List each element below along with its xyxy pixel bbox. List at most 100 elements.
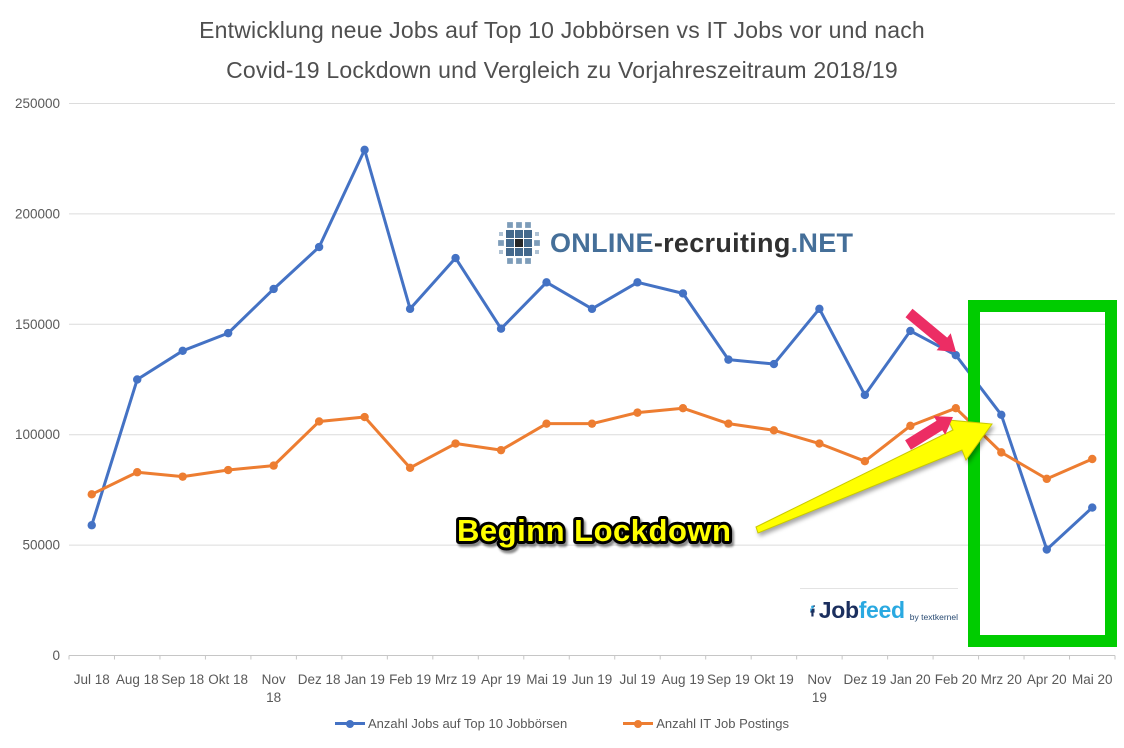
x-axis-tick-label: Jan 20 (890, 672, 931, 687)
data-point (769, 359, 779, 369)
logo-pixel (533, 221, 541, 229)
lockdown-highlight-box (968, 300, 1117, 647)
x-axis-tick-label: Mai 19 (526, 672, 567, 687)
jobfeed-feed: feed (858, 597, 905, 623)
chart-title-line2: Covid-19 Lockdown und Vergleich zu Vorja… (226, 57, 898, 83)
watermark-recruiting: -recruiting (653, 227, 791, 258)
legend-label-it-jobs: Anzahl IT Job Postings (656, 716, 789, 731)
data-point (1042, 474, 1051, 484)
data-point (587, 419, 597, 428)
x-axis-tick-label: Okt 18 (208, 672, 248, 687)
data-point (405, 463, 415, 473)
data-point (451, 253, 460, 263)
legend-marker-orange (623, 719, 654, 728)
data-point (87, 521, 96, 530)
data-point (314, 242, 324, 252)
data-point (87, 490, 96, 499)
logo-pixel (524, 248, 532, 256)
data-point (633, 408, 642, 417)
logo-pixel (507, 222, 513, 228)
logo-pixel (515, 248, 523, 256)
logo-pixel (516, 222, 522, 228)
chart-title-line1: Entwicklung neue Jobs auf Top 10 Jobbörs… (199, 17, 925, 43)
logo-pixel (525, 258, 531, 264)
data-point (269, 284, 278, 294)
logo-pixel (499, 232, 503, 236)
legend-label-top10: Anzahl Jobs auf Top 10 Jobbörsen (368, 716, 568, 731)
x-axis-tick-label: Jun 19 (572, 672, 613, 687)
data-point (1042, 545, 1051, 554)
data-point (815, 304, 824, 314)
data-point (997, 448, 1006, 457)
data-point (269, 461, 278, 470)
x-axis-tick-label: Aug 18 (116, 672, 159, 687)
x-axis-tick-label: Jan 19 (344, 672, 385, 687)
data-point (314, 417, 324, 426)
jobfeed-person-icon (810, 604, 815, 617)
data-point (360, 412, 369, 422)
x-axis-tick-label: Dez 19 (843, 672, 886, 687)
logo-pixel (525, 222, 531, 228)
data-point (496, 445, 506, 455)
logo-pixel (506, 230, 514, 238)
jobfeed-wordmark: Jobfeed (819, 597, 905, 624)
data-point (906, 421, 915, 431)
logo-pixel (534, 240, 540, 246)
logo-pixel (498, 240, 504, 246)
x-axis-tick-label: Apr 19 (481, 672, 521, 687)
series-line-0 (90, 148, 1094, 552)
data-point (1088, 454, 1097, 464)
y-axis-tick-label: 150000 (15, 317, 60, 332)
data-point (133, 375, 142, 384)
y-axis-tick-label: 200000 (15, 206, 60, 221)
x-axis-tick-label: Feb 19 (389, 672, 431, 687)
x-axis-tick-label: Mrz 20 (981, 672, 1022, 687)
lockdown-annotation-text: Beginn Lockdown (457, 513, 731, 548)
logo-pixel (507, 258, 513, 264)
pink-arrow-top (905, 308, 956, 352)
online-recruiting-watermark: ONLINE-recruiting.NET (497, 221, 853, 265)
data-point (542, 278, 551, 287)
data-point (860, 456, 870, 466)
y-axis-tick-label: 0 (52, 648, 60, 663)
data-point (815, 439, 824, 448)
x-axis-tick-label: Aug 19 (662, 672, 705, 687)
logo-pixel (516, 258, 522, 264)
legend-marker-blue (335, 719, 366, 728)
x-axis-tick-label: Sep 18 (161, 672, 204, 687)
logo-pixel (497, 221, 505, 229)
logo-pixel (535, 250, 539, 254)
data-point (223, 465, 233, 475)
x-axis-tick-label: Nov 19 (807, 672, 831, 705)
logo-pixel (506, 248, 514, 256)
jobfeed-byline: by textkernel (909, 611, 958, 622)
legend-dot-orange (634, 719, 643, 728)
series-line-1 (90, 406, 1094, 496)
data-point (906, 326, 915, 336)
data-point (178, 472, 187, 481)
data-point (451, 439, 460, 448)
data-point (860, 390, 870, 400)
data-point (724, 419, 733, 428)
watermark-net: .NET (790, 227, 854, 258)
logo-pixel (499, 250, 503, 254)
data-point (951, 404, 961, 413)
legend: Anzahl Jobs auf Top 10 Jobbörsen Anzahl … (0, 716, 1124, 731)
logo-pixel (515, 230, 523, 238)
x-axis-tick-label: Jul 18 (74, 672, 110, 687)
data-point (360, 145, 369, 155)
data-point (633, 278, 642, 287)
data-point (405, 304, 415, 314)
data-point (997, 410, 1006, 420)
logo-pixel (524, 239, 532, 247)
x-axis-tick-label: Apr 20 (1027, 672, 1067, 687)
data-point (587, 304, 597, 314)
logo-pixel (533, 257, 541, 265)
watermark-text: ONLINE-recruiting.NET (550, 228, 853, 259)
x-axis-tick-label: Mai 20 (1072, 672, 1113, 687)
data-point (678, 404, 688, 413)
data-point (178, 346, 187, 355)
